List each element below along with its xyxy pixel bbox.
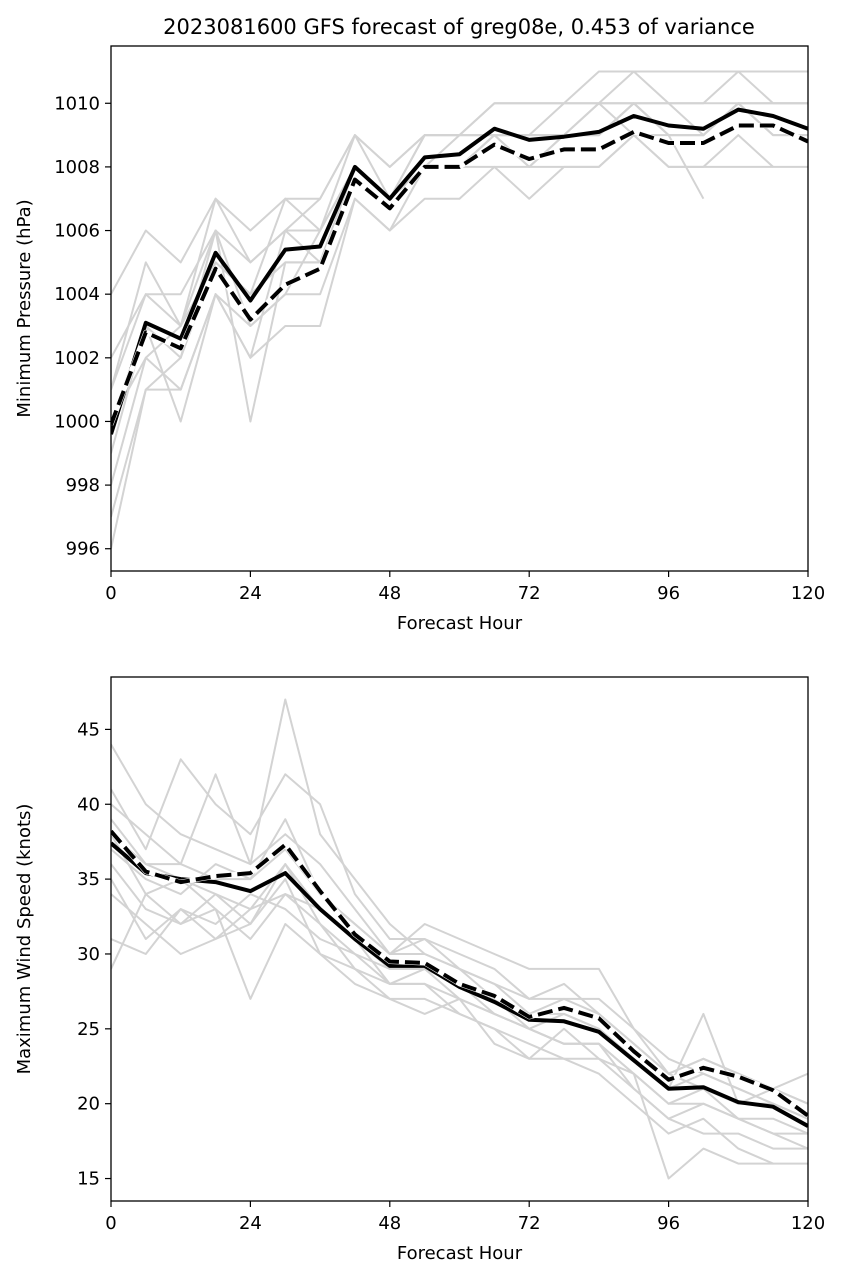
wind-chart-frame: [110, 676, 809, 1202]
pressure-y-tick-label: 996: [66, 539, 100, 560]
pressure-x-tick-label: 120: [791, 583, 825, 604]
wind-x-axis-label: Forecast Hour: [397, 1243, 523, 1264]
wind-y-tick-label: 35: [77, 869, 100, 890]
pressure-x-tick-label: 96: [657, 583, 680, 604]
pressure-mean-solid-line: [111, 107, 808, 435]
pressure-x-tick-label: 48: [378, 583, 401, 604]
pressure-chart-frame: [110, 45, 809, 572]
wind-y-tick-label: 45: [77, 719, 100, 740]
wind-y-tick-label: 25: [77, 1019, 100, 1040]
pressure-y-tick-label: 1004: [54, 284, 100, 305]
wind-member-line-12: [111, 818, 808, 1105]
wind-y-tick-label: 30: [77, 944, 100, 965]
pressure-x-tick-label: 0: [105, 583, 116, 604]
wind-x-tick-label: 48: [378, 1213, 401, 1234]
pressure-x-axis-label: Forecast Hour: [397, 613, 523, 634]
pressure-x-tick-label: 72: [518, 583, 541, 604]
pressure-x-tick-label: 24: [239, 583, 262, 604]
wind-mean-solid-line: [111, 841, 808, 1128]
pressure-y-tick-label: 998: [66, 475, 100, 496]
wind-member-line-3: [111, 773, 808, 1120]
figure-title: 2023081600 GFS forecast of greg08e, 0.45…: [163, 15, 755, 39]
pressure-y-tick-label: 1006: [54, 221, 100, 242]
pressure-mean-dashed-line: [111, 123, 808, 426]
wind-y-tick-label: 20: [77, 1094, 100, 1115]
wind-chart: 0 24 48 72 96 120 15 20 25 30 35 40 45 Forecast Hour…: [14, 676, 825, 1264]
pressure-chart-ticks: 0 24 48 72 96 120 996 998 1000 1002 1004 1006 1008 10…: [54, 93, 825, 604]
pressure-y-axis-label: Minimum Pressure (hPa): [14, 199, 35, 417]
wind-x-tick-label: 120: [791, 1213, 825, 1234]
pressure-y-tick-label: 1008: [54, 157, 100, 178]
pressure-chart-lines: [111, 70, 808, 549]
pressure-y-tick-label: 1000: [54, 411, 100, 432]
wind-member-line-7: [111, 863, 808, 1165]
wind-member-line-2: [111, 758, 808, 1120]
wind-x-tick-label: 72: [518, 1213, 541, 1234]
wind-mean-dashed-line: [111, 829, 808, 1118]
wind-member-line-9: [111, 878, 774, 1180]
wind-x-tick-label: 24: [239, 1213, 262, 1234]
wind-y-tick-label: 15: [77, 1169, 100, 1190]
wind-y-axis-label: Maximum Wind Speed (knots): [14, 804, 35, 1075]
wind-x-tick-label: 96: [657, 1213, 680, 1234]
wind-x-tick-label: 0: [105, 1213, 116, 1234]
pressure-y-tick-label: 1002: [54, 348, 100, 369]
pressure-y-tick-label: 1010: [54, 93, 100, 114]
wind-chart-ticks: 0 24 48 72 96 120 15 20 25 30 35 40 45: [77, 719, 825, 1234]
wind-chart-lines: [111, 698, 808, 1180]
wind-member-line-11: [111, 863, 808, 1150]
pressure-member-line-10: [111, 70, 808, 390]
wind-y-tick-label: 40: [77, 794, 100, 815]
pressure-chart: 0 24 48 72 96 120 996 998 1000 1002 1004 1006 1008 10…: [14, 45, 825, 634]
